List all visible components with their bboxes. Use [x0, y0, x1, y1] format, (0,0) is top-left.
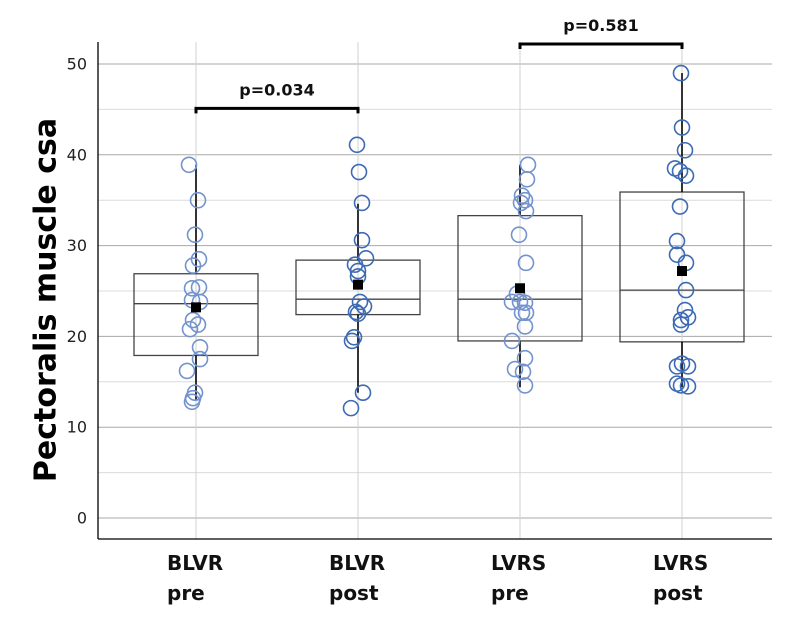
data-point [510, 226, 528, 244]
data-point [672, 316, 690, 333]
y-tick-label: 0 [77, 509, 87, 528]
significance-bracket: p=0.034 [194, 80, 360, 114]
data-point [354, 384, 372, 401]
data-point [351, 293, 369, 311]
data-point [506, 360, 524, 378]
data-point [677, 281, 695, 299]
data-point [518, 171, 536, 188]
x-tick-label-line2: pre [167, 581, 205, 605]
x-tick-label-line2: post [329, 581, 379, 605]
data-point [516, 191, 534, 209]
data-point [503, 332, 521, 350]
data-point [679, 378, 697, 395]
data-point [516, 377, 534, 394]
data-point [513, 304, 531, 322]
x-tick-label-line1: BLVR [329, 551, 385, 575]
mean-marker [515, 283, 525, 294]
x-tick-label-line1: BLVR [167, 551, 223, 575]
data-point [517, 202, 535, 220]
data-point [183, 393, 201, 411]
data-point [671, 162, 689, 180]
data-point [671, 198, 689, 215]
data-point [353, 231, 371, 249]
x-tick-label-line1: LVRS [491, 551, 546, 575]
data-point [350, 163, 368, 181]
data-point [672, 377, 690, 394]
bracket-line [518, 42, 684, 49]
data-point [181, 320, 199, 338]
data-point [180, 156, 198, 174]
y-axis-label: Pectoralis muscle csa [29, 118, 64, 482]
data-point [676, 141, 694, 159]
mean-marker [191, 302, 201, 313]
x-tick-label-line1: LVRS [653, 551, 708, 575]
data-point [189, 316, 207, 333]
axes [97, 42, 772, 540]
data-point [184, 311, 202, 329]
y-tick-label: 30 [67, 236, 87, 255]
data-point [516, 294, 534, 312]
data-point [672, 311, 690, 329]
data-point [516, 318, 534, 335]
data-point [512, 194, 530, 212]
p-value-label: p=0.581 [563, 16, 638, 35]
y-tick-label: 40 [67, 145, 87, 164]
data-point [517, 254, 535, 272]
data-point [672, 64, 690, 82]
data-point [516, 349, 534, 367]
y-tick-label: 20 [67, 327, 87, 346]
data-point [190, 250, 208, 268]
data-point [186, 226, 204, 244]
data-point [353, 194, 371, 212]
y-tick-label: 50 [67, 55, 87, 74]
data-point [519, 156, 537, 174]
data-point [189, 191, 207, 209]
data-point [184, 257, 202, 274]
y-tick-labels: 0 10 20 30 40 50 [67, 55, 87, 528]
point-layer [178, 64, 697, 417]
data-point [514, 363, 532, 381]
data-point [345, 329, 363, 346]
data-point [513, 187, 531, 204]
data-point [679, 358, 697, 375]
data-point [517, 304, 535, 322]
x-tick-labels: BLVR pre BLVR post LVRS pre LVRS post [167, 551, 708, 605]
mean-marker [353, 279, 363, 290]
box-layer [133, 73, 745, 400]
data-point [342, 399, 360, 417]
significance-bracket: p=0.581 [518, 16, 684, 49]
mean-marker [677, 266, 687, 277]
data-point [677, 167, 695, 184]
y-tick-label: 10 [67, 418, 87, 437]
data-point [347, 303, 365, 321]
data-point [503, 293, 521, 311]
data-point [673, 119, 691, 136]
data-point [348, 136, 366, 154]
data-point [191, 338, 209, 356]
bracket-line [194, 106, 360, 114]
data-point [668, 232, 686, 250]
data-point [349, 262, 367, 280]
data-point [178, 362, 196, 380]
significance-annotations: p=0.034 p=0.581 [194, 16, 684, 114]
data-point [343, 332, 361, 350]
data-point [191, 350, 209, 368]
data-point [349, 305, 367, 323]
data-point [183, 279, 201, 297]
p-value-label: p=0.034 [239, 80, 314, 99]
x-tick-label-line2: pre [491, 581, 529, 605]
data-point [668, 358, 686, 375]
data-point [668, 246, 686, 263]
x-tick-label-line2: post [653, 581, 703, 605]
